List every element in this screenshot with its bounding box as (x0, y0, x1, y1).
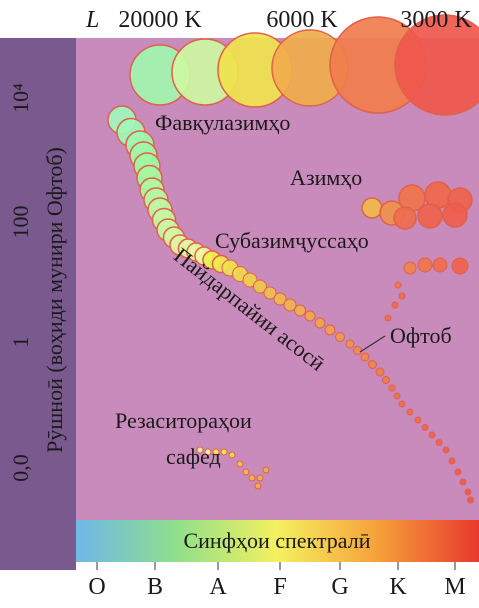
star (236, 460, 244, 468)
spectral-class: G (331, 574, 348, 600)
star (345, 339, 355, 349)
star (248, 474, 256, 482)
stars (107, 14, 479, 504)
star (414, 416, 422, 424)
axis-strip (0, 38, 76, 570)
plot-area (76, 38, 479, 520)
spectral-bar (76, 520, 479, 562)
temperature-label: 20000 K (118, 7, 202, 33)
star (454, 468, 462, 476)
star (335, 332, 345, 342)
star (254, 482, 262, 490)
star (391, 301, 399, 309)
star (256, 474, 264, 482)
y-axis-label: Рӯшноӣ (воҳиди мунири Офтоб) (42, 147, 67, 453)
star (394, 14, 479, 116)
star (263, 286, 277, 300)
star (406, 408, 414, 416)
region-label: Резаситораҳои (115, 408, 252, 433)
star (393, 392, 401, 400)
region-label: Фавқулазимҳо (155, 110, 290, 135)
region-label: сафед (166, 444, 221, 469)
star (361, 197, 383, 219)
star (294, 304, 306, 317)
star (204, 448, 212, 456)
star (442, 202, 468, 228)
star (253, 279, 267, 294)
region-label: Субазимҷуссаҳо (215, 228, 369, 253)
star (464, 488, 472, 496)
star (273, 292, 287, 306)
y-tick-label: 100 (8, 206, 33, 239)
star (398, 292, 406, 300)
star (242, 468, 250, 476)
spectral-class: K (389, 574, 407, 600)
star (451, 257, 469, 275)
region-label: Азимҳо (290, 165, 362, 190)
spectral-class: M (444, 574, 465, 600)
spectral-class: B (147, 574, 163, 600)
star (375, 367, 385, 377)
star (228, 451, 236, 459)
sun-label: Офтоб (390, 323, 452, 348)
star (384, 314, 392, 322)
star (442, 446, 450, 454)
star (435, 439, 443, 446)
star (421, 424, 429, 431)
star (262, 466, 270, 474)
star (394, 281, 402, 289)
star (428, 431, 436, 439)
star (196, 446, 204, 454)
star (353, 346, 362, 355)
star (388, 384, 396, 392)
star (368, 360, 377, 369)
spectral-bar-label: Синфҳои спектралӣ (183, 528, 370, 553)
y-tick-label: 0,0 (8, 454, 33, 482)
star (304, 310, 316, 322)
y-tick-label: 10⁴ (8, 83, 33, 113)
sun-pointer (359, 335, 386, 353)
spectral-class: A (209, 574, 227, 600)
y-tick-label: 1 (8, 337, 33, 348)
star (467, 496, 474, 504)
spectral-class: F (273, 574, 286, 600)
star (432, 257, 448, 273)
star (382, 376, 390, 384)
star (314, 317, 326, 329)
star (212, 448, 220, 456)
star (417, 203, 443, 229)
star (360, 352, 370, 362)
star (459, 478, 467, 486)
star (398, 400, 406, 408)
star (417, 257, 433, 273)
star (403, 261, 417, 275)
star (242, 272, 258, 288)
star (324, 324, 336, 336)
luminosity-symbol: L (85, 7, 99, 33)
spectral-class: O (88, 574, 105, 600)
temperature-label: 6000 K (266, 7, 338, 33)
star (220, 448, 228, 456)
star (393, 206, 417, 230)
star (283, 298, 297, 312)
star (448, 457, 456, 465)
temperature-label: 3000 K (400, 7, 472, 33)
